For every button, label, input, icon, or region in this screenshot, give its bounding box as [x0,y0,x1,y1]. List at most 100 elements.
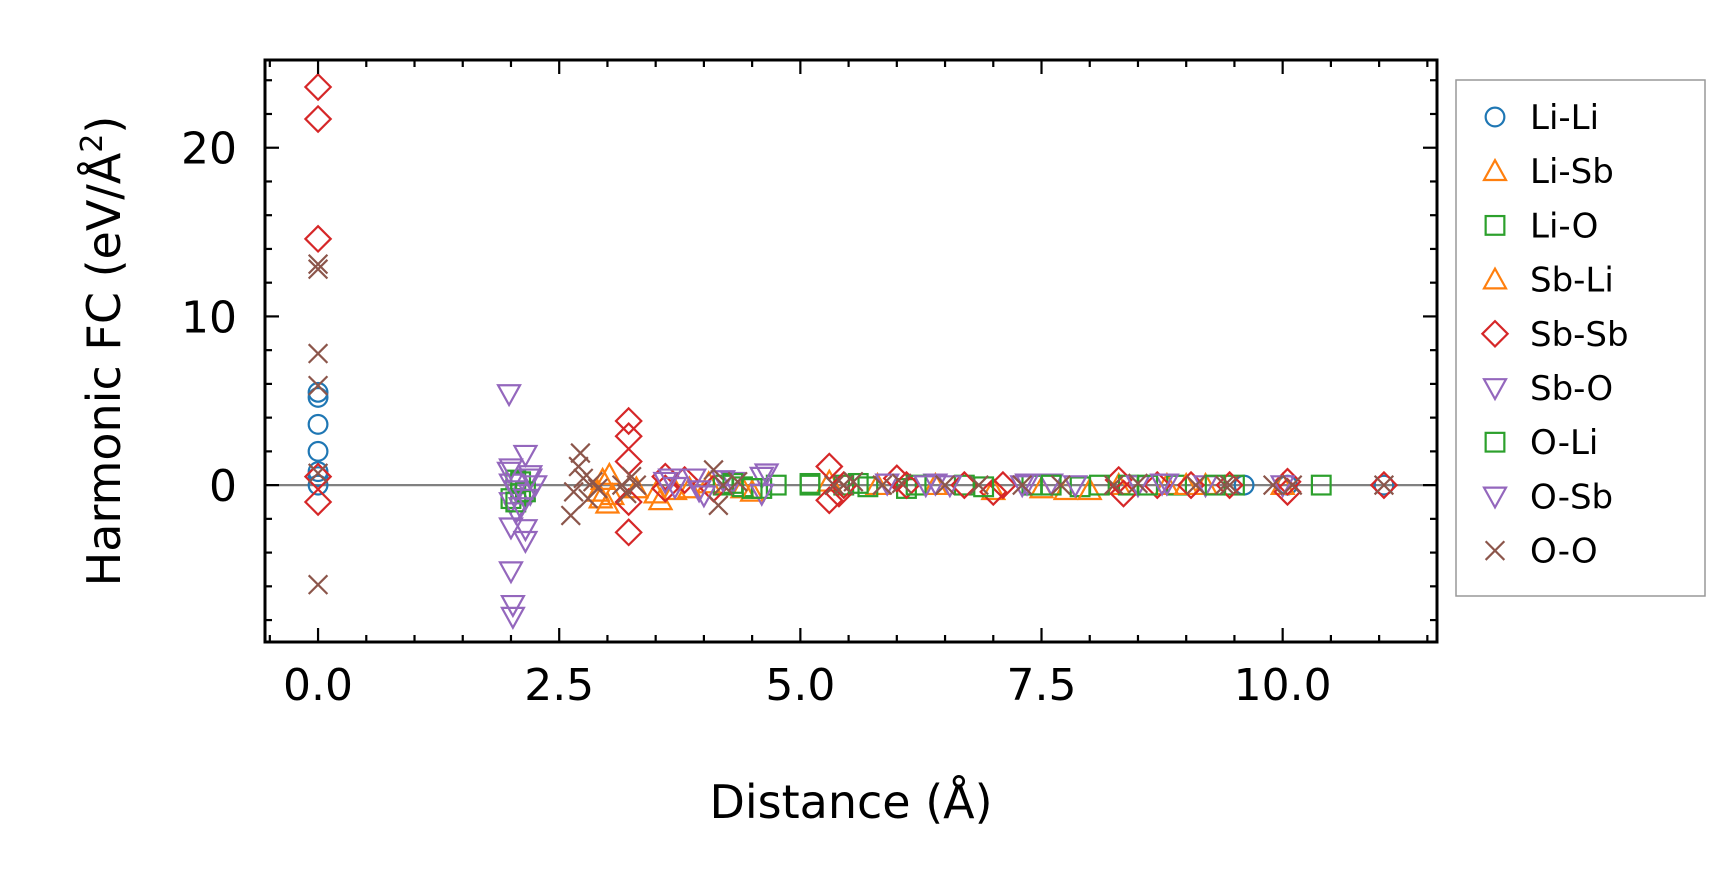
legend-item: Sb-O [1482,369,1613,409]
legend-label: Sb-Sb [1530,315,1629,355]
data-point [563,481,584,502]
data-point [307,440,329,462]
legend-item: Li-Li [1484,98,1599,138]
data-point [799,474,821,496]
data-point [1062,475,1089,499]
data-point [891,473,912,494]
data-point [950,470,979,500]
data-point [303,224,333,254]
data-point [748,466,775,490]
data-point [703,459,724,481]
x-tick-label: 10.0 [1234,660,1332,711]
data-point [1103,474,1124,496]
data-point [657,468,684,492]
legend-label: O-Li [1530,423,1598,463]
data-point [626,474,647,496]
data-point [560,505,581,526]
data-point [303,462,333,491]
data-point [303,72,333,102]
data-point [727,471,748,492]
data-point [988,470,1018,500]
legend-marker [1484,214,1506,236]
data-point [1143,470,1172,500]
data-point [912,475,939,499]
legend-item: O-Li [1484,423,1598,463]
data-point [307,386,329,408]
data-point [1149,473,1175,497]
data-point [498,561,524,585]
x-axis-label: Distance (Å) [709,775,992,829]
data-point [614,406,643,436]
legend-item: O-O [1484,532,1598,572]
data-point [973,476,995,498]
data-point [1185,474,1206,496]
data-point [1373,474,1395,496]
data-point [922,473,949,497]
data-point [681,468,708,492]
legend-marker [1482,266,1508,290]
data-point [1009,475,1036,499]
data-point [1127,473,1149,494]
legend-label: O-O [1530,532,1598,572]
series-o-o [307,253,1395,595]
data-point [1050,474,1071,496]
data-point [753,463,780,487]
data-point [512,488,539,512]
legend-label: Sb-O [1530,369,1613,409]
legend-label: Sb-Li [1530,261,1614,301]
legend-label: Li-Li [1530,98,1599,138]
legend-marker [1484,106,1506,128]
data-point [307,474,329,496]
legend-item: O-Sb [1482,477,1613,517]
data-point [496,384,522,408]
data-point [307,463,329,484]
data-point [303,487,333,517]
data-point [1369,470,1399,500]
y-axis-label-close: ) [77,116,131,134]
data-point [512,444,539,469]
data-point [599,481,626,506]
data-point [307,253,329,275]
data-point [741,478,763,499]
data-point [307,466,329,488]
data-point [642,480,669,504]
data-point [1262,474,1284,496]
data-point [596,461,623,485]
legend-marker [1482,486,1508,510]
x-tick-label: 5.0 [765,660,835,711]
legend-marker [1482,378,1508,402]
data-point [584,478,611,502]
data-point [498,458,524,482]
data-point [815,486,844,515]
data-point [979,477,1008,507]
legend-items: Li-Li Li-Sb Li-O Sb-Li Sb-Sb Sb-O O-Li O-Sb O-O [1480,98,1629,572]
data-point [522,475,548,499]
data-point [587,478,608,499]
data-point [1373,474,1395,496]
y-tick-label: 20 [181,124,237,175]
legend-item: Li-Sb [1482,152,1614,192]
data-point [843,471,864,492]
y-axis-label-main: Harmonic FC (eV/Å [77,152,131,586]
data-point [498,517,524,541]
data-point [307,381,329,403]
data-point [307,259,329,280]
data-point [1282,474,1303,496]
data-point [512,519,539,543]
data-point [512,530,539,555]
data-point [614,487,643,517]
data-point [686,480,712,504]
data-point [570,442,591,464]
data-point [1038,473,1065,497]
data-point [500,594,526,619]
data-point [670,465,699,495]
series-o-sb [498,458,1175,521]
y-tick-label: 0 [209,461,237,512]
plot-frame [263,58,1439,644]
legend-label: Li-Sb [1530,152,1614,192]
x-tick-label: 2.5 [524,660,594,711]
y-axis-label: Harmonic FC (eV/Å2) [75,116,131,587]
data-point [847,472,869,494]
legend-marker [1480,319,1510,349]
